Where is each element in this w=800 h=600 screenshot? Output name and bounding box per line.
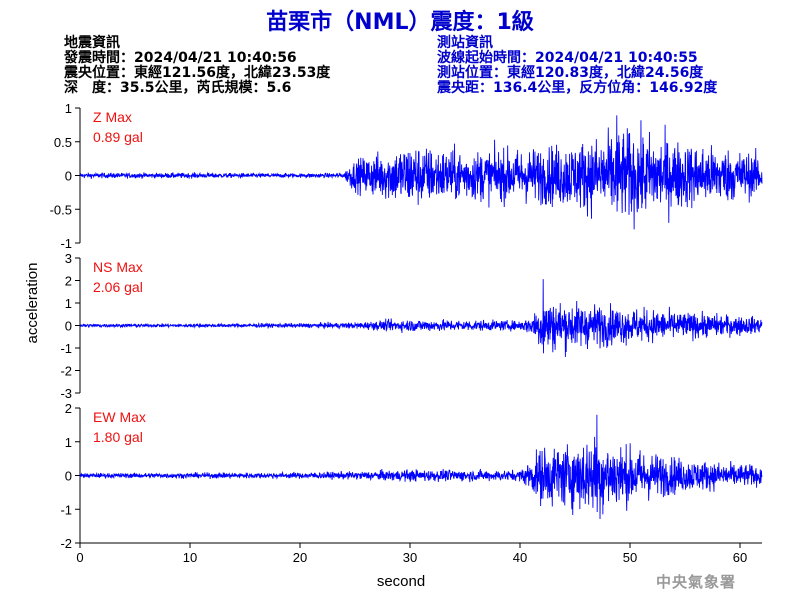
y-tick-label-ns: 0	[65, 319, 72, 334]
origin-time: 發震時間：2024/04/21 10:40:56	[64, 50, 297, 66]
max-value-z: 0.89 gal	[93, 129, 143, 145]
max-value-ew: 1.80 gal	[93, 429, 143, 445]
y-tick-label-ns: -2	[60, 364, 72, 379]
y-tick-label-ew: 1	[65, 435, 72, 450]
y-tick-label-ew: -2	[60, 536, 72, 551]
station-info: 測站資訊 波線起始時間：2024/04/21 10:40:55 測站位置：東經1…	[437, 36, 717, 96]
x-tick-label: 20	[293, 550, 307, 565]
y-tick-label-ns: 1	[65, 296, 72, 311]
y-tick-label-z: -1	[60, 236, 72, 251]
quake-info-heading: 地震資訊	[64, 35, 120, 51]
x-tick-label: 60	[733, 550, 747, 565]
waveform-ns	[79, 279, 763, 357]
waveform-z	[79, 115, 763, 230]
depth-magnitude: 深 度：35.5公里，芮氏規模：5.6	[64, 80, 292, 96]
y-axis-label: acceleration	[24, 263, 41, 344]
epicenter: 震央位置：東經121.56度，北緯23.53度	[64, 65, 331, 81]
y-tick-label-ns: 2	[65, 274, 72, 289]
x-tick-label: 30	[403, 550, 417, 565]
y-tick-label-ew: 2	[65, 401, 72, 416]
distance-azimuth: 震央距：136.4公里，反方位角：146.92度	[437, 80, 718, 96]
y-tick-label-ew: 0	[65, 469, 72, 484]
y-tick-label-ew: -1	[60, 502, 72, 517]
x-axis-label: second	[377, 573, 425, 590]
y-tick-label-ns: -3	[60, 386, 72, 401]
page-title: 苗栗市（NML）震度：1級	[266, 10, 534, 35]
waveform-ew	[79, 414, 763, 519]
x-tick-label: 40	[513, 550, 527, 565]
y-tick-label-z: 1	[65, 101, 72, 116]
station-info-heading: 測站資訊	[437, 35, 493, 51]
y-tick-label-ns: -1	[60, 341, 72, 356]
x-tick-label: 50	[623, 550, 637, 565]
arrival-time: 波線起始時間：2024/04/21 10:40:55	[437, 50, 698, 66]
max-title-z: Z Max	[93, 109, 132, 125]
x-tick-label: 0	[76, 550, 83, 565]
y-tick-label-z: 0.5	[54, 135, 72, 150]
max-title-ns: NS Max	[93, 259, 143, 275]
max-value-ns: 2.06 gal	[93, 279, 143, 295]
quake-info: 地震資訊 發震時間：2024/04/21 10:40:56 震央位置：東經121…	[64, 36, 330, 96]
y-tick-label-z: -0.5	[50, 202, 72, 217]
agency-name: 中央氣象署	[656, 573, 737, 591]
x-tick-label: 10	[183, 550, 197, 565]
y-tick-label-ns: 3	[65, 251, 72, 266]
station-location: 測站位置：東經120.83度，北緯24.56度	[437, 65, 704, 81]
max-title-ew: EW Max	[93, 409, 146, 425]
y-tick-label-z: 0	[65, 169, 72, 184]
